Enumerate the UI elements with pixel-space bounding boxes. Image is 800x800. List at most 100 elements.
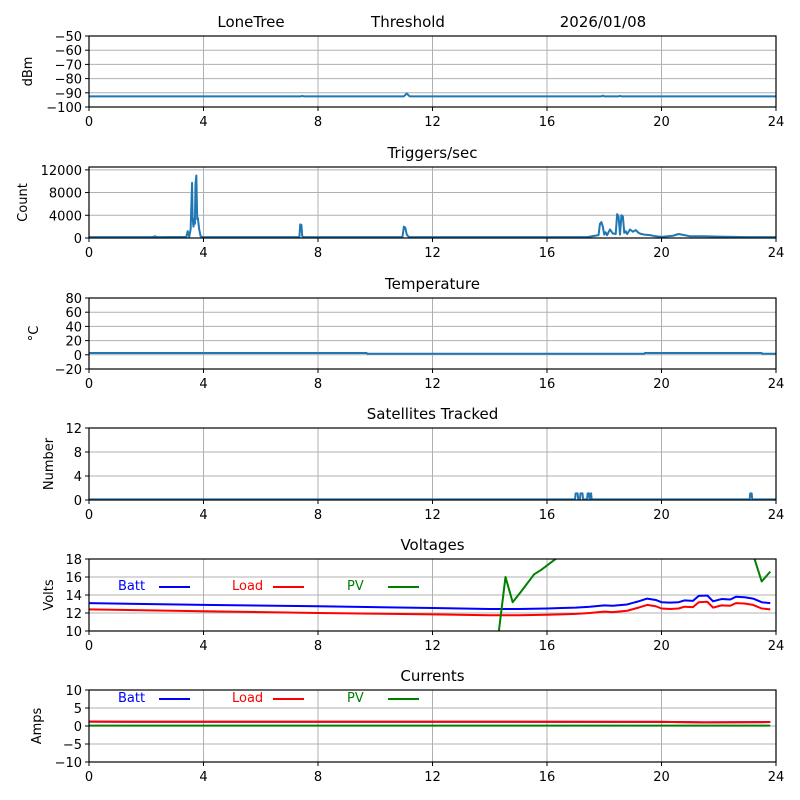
y-tick-label: 0: [74, 349, 82, 364]
x-tick-label: 16: [539, 246, 556, 261]
x-tick-label: 24: [768, 377, 785, 392]
legend-item-batt: Batt: [118, 691, 190, 706]
x-tick-label: 8: [314, 770, 322, 785]
x-tick-label: 20: [653, 246, 670, 261]
y-tick-label: −5: [63, 738, 82, 753]
panel-title: Triggers/sec: [387, 144, 478, 162]
y-tick-label: 10: [65, 684, 82, 699]
y-tick-label: −90: [55, 87, 82, 102]
x-tick-label: 20: [653, 770, 670, 785]
panel-voltages: 0 4 8 12 16 20 24 10 12 14 16 18 Voltages Volts Batt Lo…: [42, 536, 784, 654]
y-tick-label: 8000: [49, 187, 82, 202]
panel-signal: 0 4 8 12 16 20 24 −100−90−80−70−60−50 dBm: [21, 30, 784, 130]
x-tick-label: 20: [653, 639, 670, 654]
x-tick-label: 0: [85, 115, 93, 130]
x-tick-label: 4: [199, 508, 207, 523]
y-axis-label: Count: [16, 183, 31, 222]
x-tick-label: 24: [768, 508, 785, 523]
y-tick-label: −100: [46, 101, 82, 116]
y-tick-label: −20: [55, 363, 82, 378]
x-tick-label: 16: [539, 770, 556, 785]
y-tick-label: 60: [65, 306, 82, 321]
x-tick-label: 0: [85, 246, 93, 261]
y-tick-label: 14: [65, 589, 82, 604]
x-tick-label: 24: [768, 770, 785, 785]
y-tick-label: −10: [55, 756, 82, 771]
y-tick-label: −70: [55, 58, 82, 73]
x-tick-label: 20: [653, 115, 670, 130]
figure-header: LoneTree Threshold 2026/01/08: [217, 13, 646, 31]
y-axis-label: Amps: [30, 707, 45, 744]
panel-title: Voltages: [400, 536, 464, 554]
x-tick-label: 0: [85, 508, 93, 523]
y-tick-label: −60: [55, 44, 82, 59]
x-tick-label: 12: [424, 377, 441, 392]
series-group: [89, 174, 776, 238]
y-tick-label: 12: [65, 607, 82, 622]
legend-label: PV: [347, 691, 364, 706]
x-tick-label: 20: [653, 377, 670, 392]
y-tick-label: 12000: [41, 164, 82, 179]
series-line-triggers-sec: [89, 174, 776, 238]
y-tick-label: 40: [65, 320, 82, 335]
y-tick-label: 80: [65, 292, 82, 307]
series-line-dbm: [89, 92, 776, 98]
series-line-load: [89, 600, 771, 617]
y-tick-label: 4000: [49, 209, 82, 224]
x-tick-label: 0: [85, 770, 93, 785]
x-tick-label: 12: [424, 639, 441, 654]
panel-title: Satellites Tracked: [367, 405, 498, 423]
legend-item-load: Load: [232, 579, 304, 594]
x-tick-label: 4: [199, 770, 207, 785]
x-tick-label: 4: [199, 115, 207, 130]
series-line-satellites: [89, 492, 776, 500]
legend-label: Load: [232, 691, 263, 706]
x-tick-label: 8: [314, 508, 322, 523]
x-tick-label: 12: [424, 246, 441, 261]
x-tick-label: 8: [314, 115, 322, 130]
y-tick-label: 0: [74, 494, 82, 509]
station-name: LoneTree: [217, 13, 284, 31]
y-tick-label: 16: [65, 571, 82, 586]
legend-item-batt: Batt: [118, 579, 190, 594]
series-group: [89, 559, 772, 631]
panel-title: Currents: [400, 667, 464, 685]
legend-item-pv: PV: [347, 579, 419, 594]
x-tick-label: 24: [768, 246, 785, 261]
x-tick-label: 16: [539, 508, 556, 523]
y-tick-label: 0: [74, 720, 82, 735]
y-tick-label: 12: [65, 422, 82, 437]
legend-label: PV: [347, 579, 364, 594]
x-tick-label: 16: [539, 639, 556, 654]
series-line-pv: [497, 559, 772, 631]
panel-satellites: 0 4 8 12 16 20 24 0 4 8 12 Satellites Tracked Number: [42, 405, 784, 523]
legend-item-pv: PV: [347, 691, 419, 706]
x-tick-label: 8: [314, 377, 322, 392]
series-line-load: [89, 720, 771, 724]
x-tick-label: 24: [768, 115, 785, 130]
series-group: [89, 352, 776, 355]
y-tick-label: 5: [74, 702, 82, 717]
x-tick-label: 24: [768, 639, 785, 654]
series-line-batt: [89, 594, 771, 610]
y-axis-label: °C: [27, 326, 42, 342]
x-tick-label: 8: [314, 639, 322, 654]
plot-date: 2026/01/08: [560, 13, 646, 31]
series-line-temperature: [89, 352, 776, 355]
panel-title: Temperature: [384, 275, 480, 293]
x-tick-label: 20: [653, 508, 670, 523]
legend-item-load: Load: [232, 691, 304, 706]
x-tick-label: 4: [199, 246, 207, 261]
legend-label: Load: [232, 579, 263, 594]
series-group: [89, 92, 776, 98]
y-tick-label: 20: [65, 335, 82, 350]
y-tick-label: 4: [74, 470, 82, 485]
trigger-mode: Threshold: [370, 13, 445, 31]
legend: Batt Load PV: [118, 579, 419, 594]
y-axis-label: Number: [42, 437, 57, 490]
panel-currents: 0 4 8 12 16 20 24 −10 −5 0 5 10 Currents Amps Batt Load…: [30, 667, 784, 785]
series-group: [89, 720, 771, 727]
